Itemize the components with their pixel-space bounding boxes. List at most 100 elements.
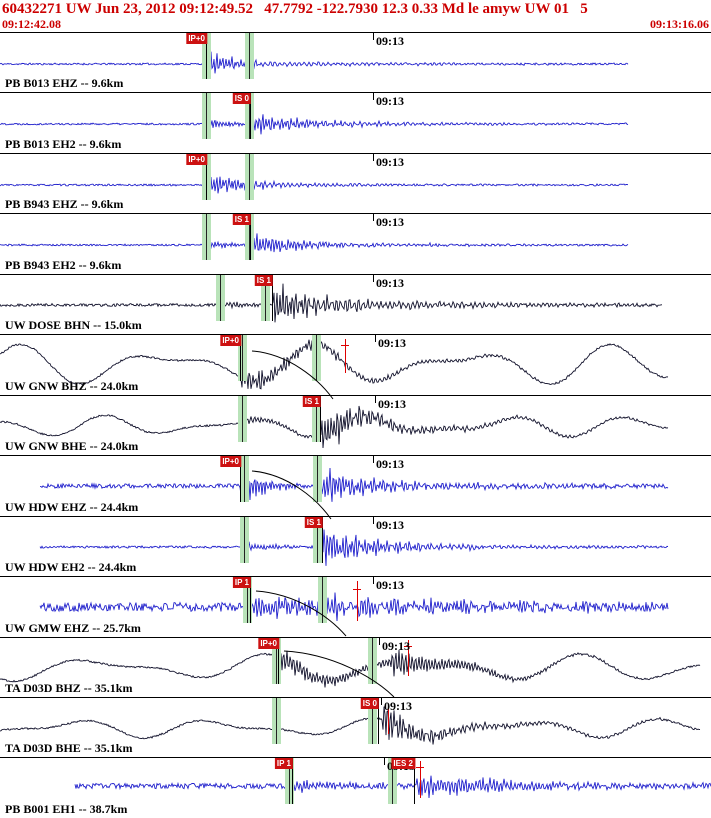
pick-flag[interactable]: IP+0: [186, 33, 207, 44]
station-label: PB B013 EHZ -- 9.6km: [5, 76, 124, 91]
pick-window-band: [240, 456, 249, 503]
time-tick: [373, 93, 374, 101]
pick-window-band: [318, 577, 327, 624]
waveform: [0, 283, 663, 323]
pick-line: [378, 697, 379, 744]
waveform: [0, 114, 629, 135]
pick-flag[interactable]: IS 1: [254, 274, 273, 286]
pick-flag[interactable]: IS 0: [360, 697, 379, 709]
pick-window-band: [216, 274, 225, 321]
amplitude-bar[interactable]: [420, 761, 421, 799]
station-label: PB B013 EH2 -- 9.6km: [5, 136, 122, 151]
trace-row-D03D[interactable]: 09:13 TA D03D BHE -- 35.1km IS 0: [0, 697, 711, 759]
time-tick-label: 09:13: [376, 94, 404, 109]
pick-window-band: [245, 33, 254, 79]
trace-row-DOSE[interactable]: 09:13 UW DOSE BHN -- 15.0km IS 1: [0, 274, 711, 336]
time-tick: [375, 335, 376, 343]
pick-flag[interactable]: IP 1: [274, 758, 293, 770]
pick-window-band: [243, 577, 252, 624]
pick-window-band: [272, 637, 281, 684]
waveform: [0, 233, 629, 253]
time-tick-label: 09:13: [376, 275, 404, 290]
pick-window-band: [368, 697, 377, 744]
waveform: [0, 51, 629, 74]
pick-line: [240, 335, 241, 382]
station-label: PB B943 EHZ -- 9.6km: [5, 197, 124, 212]
time-tick-label: 09:13: [376, 154, 404, 169]
pick-flag[interactable]: IP+0: [186, 153, 207, 165]
pick-flag[interactable]: IS 1: [232, 214, 251, 226]
station-label: UW GNW BHZ -- 24.0km: [5, 378, 139, 393]
station-label: UW DOSE BHN -- 15.0km: [5, 318, 142, 333]
trace-row-GNW[interactable]: 09:13 UW GNW BHE -- 24.0km IS 1: [0, 395, 711, 457]
station-label: PB B001 EH1 -- 38.7km: [5, 801, 128, 816]
amplitude-bar[interactable]: [408, 639, 409, 676]
time-tick-label: 09:13: [376, 457, 404, 472]
pick-flag[interactable]: IES 2: [391, 758, 415, 770]
amplitude-bar-cross: [341, 345, 349, 347]
pick-flag[interactable]: IS 1: [302, 395, 321, 407]
pick-flag[interactable]: IS 0: [232, 93, 251, 105]
pick-window-band: [368, 637, 377, 684]
pick-line: [250, 577, 251, 624]
pick-line: [206, 33, 207, 79]
window-end-time: 09:13:16.06: [650, 17, 709, 31]
time-window-row: 09:12:42.08 09:13:16.06: [0, 18, 711, 32]
pick-flag[interactable]: IP+0: [220, 335, 241, 347]
amplitude-bar-cross: [353, 589, 361, 591]
trace-row-HDW[interactable]: 09:13 UW HDW EH2 -- 24.4km IS 1: [0, 516, 711, 578]
time-tick-label: 09:13: [378, 336, 406, 351]
pick-flag[interactable]: IP 1: [232, 577, 251, 589]
time-tick: [384, 758, 385, 766]
pick-window-band: [238, 335, 247, 382]
time-tick: [373, 456, 374, 464]
pick-window-band: [202, 93, 211, 140]
time-tick-label: 09:13: [384, 698, 412, 713]
trace-panel: 09:13 PB B013 EHZ -- 9.6km IP+0 09:13 PB…: [0, 32, 711, 818]
pick-window-band: [272, 697, 281, 744]
pick-line: [278, 637, 279, 684]
pick-window-band: [285, 758, 294, 805]
waveform: [0, 405, 669, 448]
pick-window-band: [240, 516, 249, 563]
waveform: [0, 706, 701, 745]
time-tick: [375, 395, 376, 403]
trace-row-B943[interactable]: 09:13 PB B943 EH2 -- 9.6km IS 1: [0, 214, 711, 275]
event-header: 60432271 UW Jun 23, 2012 09:12:49.52 47.…: [2, 1, 588, 17]
waveform: [39, 592, 669, 622]
trace-row-GNW[interactable]: 09:13 UW GNW BHZ -- 24.0km IP+0: [0, 335, 711, 396]
trace-row-B013[interactable]: 09:13 PB B013 EHZ -- 9.6km IP+0: [0, 33, 711, 94]
amplitude-bar[interactable]: [388, 703, 389, 734]
pick-line: [250, 214, 251, 261]
pick-window-band: [312, 335, 321, 382]
amplitude-bar[interactable]: [357, 581, 358, 622]
pick-window-band: [313, 516, 322, 563]
pick-flag[interactable]: IP+0: [220, 456, 241, 468]
trace-row-D03D[interactable]: 09:13 TA D03D BHZ -- 35.1km IP+0: [0, 637, 711, 698]
time-tick-label: 09:13: [376, 517, 404, 532]
waveform: [40, 468, 669, 503]
pick-line: [240, 456, 241, 503]
trace-row-GMW[interactable]: 09:13 UW GMW EHZ -- 25.7km IP 1: [0, 577, 711, 638]
pick-line: [250, 93, 251, 140]
waveform: [39, 529, 669, 566]
amplitude-bar-cross: [404, 645, 412, 647]
station-label: TA D03D BHZ -- 35.1km: [5, 680, 133, 695]
trace-row-HDW[interactable]: 09:13 UW HDW EHZ -- 24.4km IP+0: [0, 456, 711, 517]
pick-flag[interactable]: IP+0: [258, 637, 279, 649]
time-tick: [373, 577, 374, 585]
pick-line: [322, 516, 323, 563]
pick-flag[interactable]: IS 1: [304, 516, 323, 528]
time-tick-label: 09:13: [382, 638, 410, 653]
time-tick: [379, 637, 380, 645]
pick-line: [414, 758, 415, 805]
amplitude-bar-cross: [416, 767, 424, 769]
pick-line: [320, 395, 321, 442]
amplitude-bar[interactable]: [345, 339, 346, 374]
station-label: UW GMW EHZ -- 25.7km: [5, 620, 141, 635]
time-tick-label: 09:13: [376, 578, 404, 593]
trace-row-B013[interactable]: 09:13 PB B013 EH2 -- 9.6km IS 0: [0, 93, 711, 154]
station-label: UW HDW EHZ -- 24.4km: [5, 499, 139, 514]
trace-row-B943[interactable]: 09:13 PB B943 EHZ -- 9.6km IP+0: [0, 153, 711, 215]
